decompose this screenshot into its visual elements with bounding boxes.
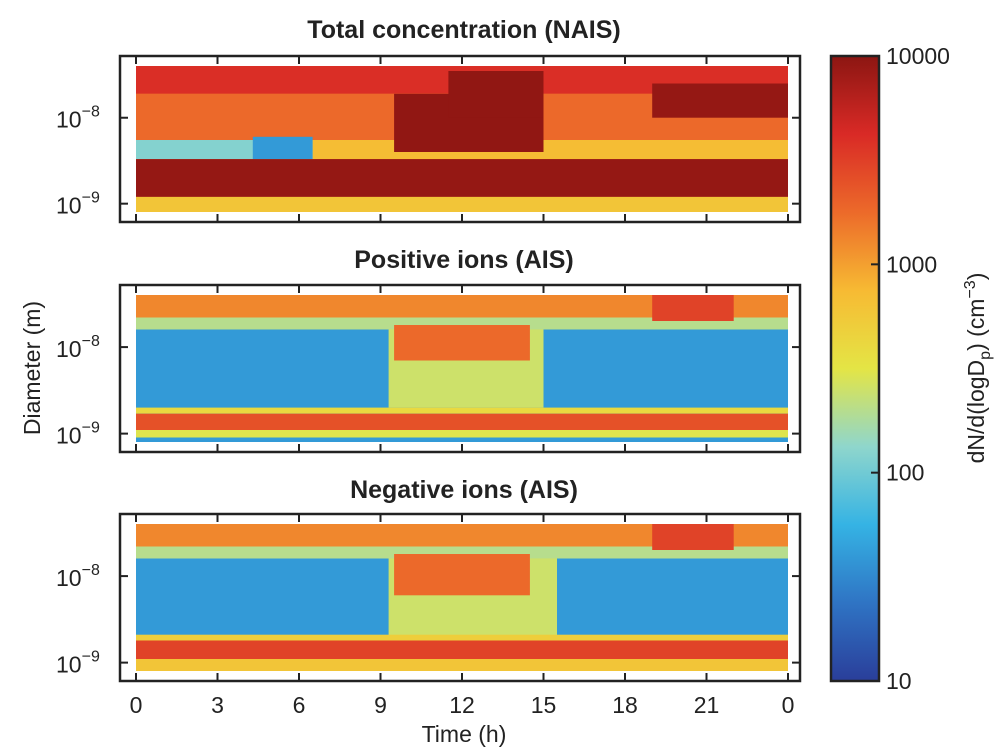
colorbar-gradient (831, 56, 879, 681)
x-axis-label: Time (h) (422, 721, 507, 747)
colorbar-label: dN/d(logDp) (cm−3) (962, 273, 994, 464)
x-tick-label: 3 (211, 692, 224, 718)
x-tick-label: 9 (374, 692, 387, 718)
y-tick-label: 10−8 (56, 562, 100, 591)
heatmap-region (652, 524, 734, 550)
heatmap-region (136, 640, 788, 659)
x-tick-label: 12 (449, 692, 475, 718)
y-ticks: 10−9 10−8 (56, 285, 800, 452)
colorbar-tick-label: 100 (886, 460, 924, 486)
panel-title: Negative ions (AIS) (350, 476, 578, 504)
x-tick-label: 0 (782, 692, 795, 718)
colorbar: 10 100 1000 10000 dN/d(logDp) (cm−3) (829, 43, 994, 694)
y-axis-label: Diameter (m) (19, 301, 45, 435)
colorbar-label-part: ) (cm (963, 299, 989, 351)
heatmap-region (136, 295, 788, 318)
y-ticks: 10−9 10−8 (56, 56, 800, 222)
x-tick-label: 15 (531, 692, 557, 718)
heatmap-region (394, 554, 530, 596)
heatmap-region (136, 317, 788, 330)
heatmap-region (652, 83, 788, 118)
y-tick-label: 10−9 (56, 649, 100, 678)
heatmap-region (136, 196, 788, 212)
colorbar-tick-label: 10000 (886, 43, 950, 69)
x-axis: 0 3 6 9 12 15 18 21 0 (130, 692, 795, 718)
colorbar-label-subscript: p (977, 351, 994, 360)
x-tick-label: 6 (293, 692, 306, 718)
x-tick-label: 0 (130, 692, 143, 718)
plot-frame (118, 283, 802, 454)
y-tick-label: 10−8 (56, 104, 100, 133)
heatmap-cells (136, 295, 788, 442)
colorbar-tick-label: 10 (886, 668, 912, 694)
colorbar-label-part: dN/d(logD (963, 360, 989, 464)
heatmap-region (136, 524, 788, 547)
panel-total-concentration: Total concentration (NAIS) 10−9 10−8 (56, 16, 802, 224)
heatmap-region (136, 159, 788, 197)
heatmap-cells (136, 524, 788, 671)
plot-frame (118, 54, 802, 224)
panel-negative-ions: Negative ions (AIS) 10−9 10−8 (56, 476, 802, 683)
colorbar-label-superscript: −3 (962, 280, 979, 298)
y-tick-label: 10−9 (56, 420, 100, 449)
heatmap-region (394, 325, 530, 361)
heatmap-cells (136, 66, 788, 212)
plot-frame (118, 512, 802, 683)
heatmap-region (136, 430, 788, 438)
heatmap-region (652, 295, 734, 321)
heatmap-region (448, 71, 544, 118)
x-tick-label: 18 (612, 692, 638, 718)
heatmap-region (136, 546, 788, 559)
y-tick-label: 10−9 (56, 190, 100, 219)
panel-positive-ions: Positive ions (AIS) 10−9 10−8 (56, 246, 802, 454)
heatmap-region (136, 407, 788, 414)
heatmap-region (136, 659, 788, 671)
panel-title: Total concentration (NAIS) (307, 16, 620, 44)
heatmap-region (136, 413, 788, 431)
y-tick-label: 10−8 (56, 333, 100, 362)
heatmap-region (136, 634, 788, 641)
colorbar-frame (829, 54, 881, 683)
colorbar-tick-label: 1000 (886, 251, 937, 277)
colorbar-label-part: ) (963, 273, 989, 281)
colorbar-ticks: 10 100 1000 10000 (871, 43, 950, 694)
y-ticks: 10−9 10−8 (56, 514, 800, 681)
heatmap-region (252, 136, 313, 160)
panel-title: Positive ions (AIS) (354, 246, 573, 274)
x-tick-label: 21 (694, 692, 720, 718)
